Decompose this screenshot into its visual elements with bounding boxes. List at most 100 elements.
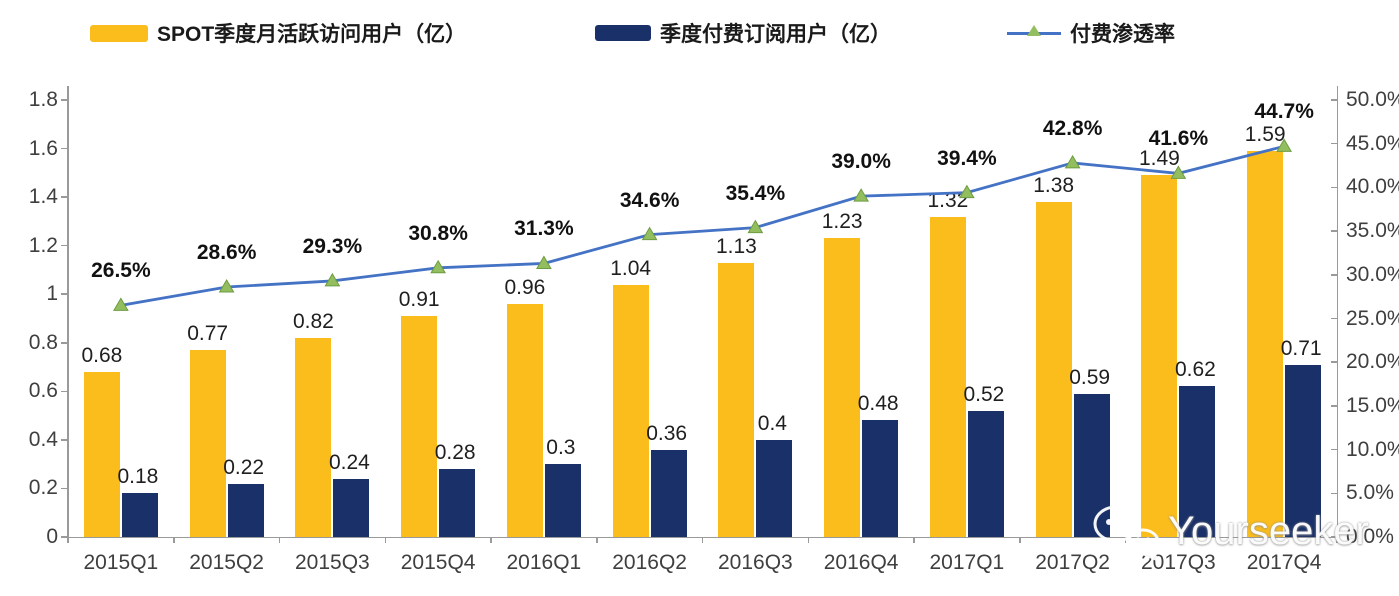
y-axis-tick	[61, 390, 67, 393]
mau-value-label: 1.38	[1033, 173, 1075, 197]
mau-value-label: 1.04	[610, 256, 652, 280]
mau-value-label: 1.13	[715, 234, 757, 258]
y2-axis-label: 30.0%	[1346, 262, 1399, 286]
penetration-pct-label: 29.3%	[302, 234, 363, 258]
subs-bar	[650, 449, 687, 537]
penetration-marker	[1064, 154, 1081, 169]
x-axis-label: 2015Q4	[400, 551, 476, 574]
penetration-marker	[641, 226, 658, 241]
y-axis-tick	[61, 487, 67, 490]
x-axis-tick	[490, 537, 492, 543]
y-axis-label: 0.2	[28, 476, 58, 500]
x-axis-label: 2015Q2	[189, 551, 264, 574]
mau-legend-label: SPOT季度月活跃访问用户（亿）	[157, 23, 467, 46]
subs-value-label: 0.52	[963, 382, 1005, 406]
triangle-marker-icon	[1027, 24, 1041, 36]
subs-value-label: 0.18	[117, 465, 159, 489]
legend-item-penetration: 付费渗透率	[1007, 19, 1175, 47]
x-axis-label: 2015Q1	[83, 551, 159, 574]
y2-axis-tick	[1331, 317, 1337, 320]
x-axis-tick	[1230, 537, 1232, 543]
penetration-marker	[853, 188, 869, 202]
subs-value-label: 0.48	[857, 392, 899, 416]
penetration-marker	[1276, 138, 1293, 152]
y-axis-label: 0.8	[28, 330, 58, 354]
y-axis-label: 1.8	[28, 88, 58, 111]
x-axis-tick	[1336, 537, 1338, 543]
subs-value-label: 0.62	[1174, 358, 1216, 382]
penetration-marker	[536, 255, 552, 269]
mau-bar	[929, 216, 966, 537]
y2-axis-label: 5.0%	[1346, 481, 1394, 505]
y2-axis-tick	[1331, 274, 1337, 276]
y2-axis-label: 0.0%	[1346, 525, 1394, 548]
penetration-legend-line	[1007, 24, 1061, 36]
mau-bar	[295, 337, 332, 537]
y-axis-label: 0.6	[28, 379, 58, 403]
y2-axis-tick	[1331, 536, 1337, 538]
y2-axis-tick	[1331, 142, 1337, 145]
subs-bar	[227, 483, 264, 537]
subs-value-label: 0.28	[434, 441, 476, 465]
mau-bar	[612, 284, 649, 537]
watermark-text: Yourseeker	[1168, 508, 1369, 553]
x-axis-label: 2016Q1	[506, 551, 582, 574]
x-axis-label: 2017Q4	[1246, 551, 1322, 574]
y2-axis-tick	[1331, 405, 1337, 407]
y-axis-label: 0.4	[28, 427, 58, 451]
mau-value-label: 1.23	[821, 210, 863, 234]
y2-axis-label: 50.0%	[1346, 88, 1399, 111]
penetration-pct-label: 35.4%	[725, 181, 786, 205]
subs-legend-label: 季度付费订阅用户（亿）	[660, 23, 891, 46]
y2-axis-tick	[1331, 230, 1337, 232]
mau-value-label: 0.82	[292, 309, 334, 333]
y-axis-label: 1	[46, 282, 58, 306]
x-axis-label: 2017Q2	[1035, 551, 1110, 574]
subs-legend-swatch	[595, 25, 651, 41]
x-axis-tick	[596, 537, 598, 543]
penetration-pct-label: 44.7%	[1254, 100, 1314, 124]
y2-axis-tick	[1331, 361, 1337, 363]
mau-bar	[189, 350, 226, 537]
y2-axis-label: 35.0%	[1346, 219, 1399, 243]
x-axis-tick	[913, 537, 915, 543]
y-axis-tick	[61, 293, 67, 295]
penetration-marker	[430, 259, 446, 274]
subs-value-label: 0.71	[1280, 336, 1322, 360]
penetration-pct-label: 41.6%	[1148, 127, 1209, 151]
y2-axis-line	[1336, 86, 1338, 538]
x-axis-tick	[807, 537, 809, 543]
penetration-marker	[113, 297, 129, 311]
x-axis-label: 2015Q3	[295, 551, 370, 574]
y2-axis-tick	[1331, 492, 1337, 495]
y-axis-line	[67, 86, 69, 538]
x-axis-tick	[384, 537, 386, 543]
subs-bar	[1285, 364, 1322, 537]
y2-axis-label: 20.0%	[1346, 350, 1399, 374]
penetration-pct-label: 30.8%	[408, 221, 468, 245]
x-axis-tick	[701, 537, 704, 543]
mau-bar	[1247, 150, 1284, 537]
x-axis-tick	[278, 537, 281, 543]
y-axis-tick	[61, 439, 67, 441]
penetration-pct-label: 28.6%	[196, 241, 257, 265]
y-axis-tick	[61, 99, 67, 101]
y2-axis-tick	[1331, 99, 1337, 101]
y-axis-label: 1.4	[28, 185, 58, 209]
subs-bar	[333, 478, 370, 537]
x-axis-label: 2017Q3	[1141, 551, 1216, 574]
x-axis-tick	[1019, 537, 1021, 543]
penetration-marker	[324, 272, 341, 287]
x-axis-label: 2016Q3	[718, 551, 793, 574]
y-axis-tick	[61, 196, 67, 198]
mau-value-label: 1.49	[1138, 147, 1180, 171]
y-axis-label: 1.2	[28, 233, 58, 257]
y2-axis-tick	[1331, 448, 1337, 451]
subs-value-label: 0.4	[757, 411, 787, 435]
penetration-line-layer	[113, 138, 1293, 311]
subs-bar	[1179, 386, 1216, 537]
y-axis-tick	[61, 147, 67, 150]
y2-axis-label: 15.0%	[1346, 393, 1399, 417]
mau-bar	[401, 316, 438, 537]
legend-item-subs: 季度付费订阅用户（亿）	[595, 19, 891, 47]
